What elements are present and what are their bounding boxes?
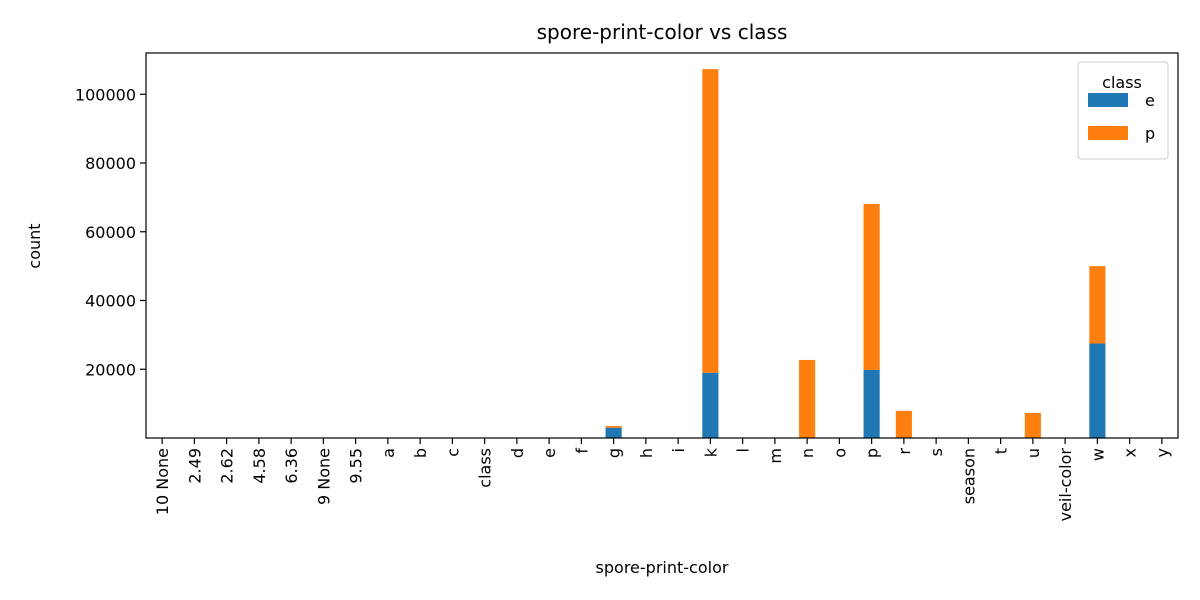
x-tick-label: 2.62 bbox=[218, 448, 237, 484]
bar-e-17 bbox=[702, 372, 719, 438]
x-tick-label: n bbox=[798, 448, 817, 458]
x-tick-label: 9 None bbox=[314, 448, 333, 505]
x-tick-label: 4.58 bbox=[250, 448, 269, 484]
x-tick-label: e bbox=[540, 448, 559, 458]
bars bbox=[605, 69, 1106, 438]
legend-label-e: e bbox=[1145, 91, 1155, 110]
x-tick-label: l bbox=[734, 448, 753, 452]
bar-p-23 bbox=[895, 410, 912, 438]
legend-title: class bbox=[1102, 73, 1142, 92]
x-tick-label: a bbox=[379, 448, 398, 458]
x-tick-label: h bbox=[637, 448, 656, 458]
legend: class ep bbox=[1077, 61, 1169, 160]
bar-e-22 bbox=[863, 369, 880, 438]
x-tick-label: 9.55 bbox=[347, 448, 366, 484]
x-tick-label: s bbox=[927, 448, 946, 456]
y-tick-label: 40000 bbox=[85, 292, 136, 311]
x-tick-label: 10 None bbox=[153, 448, 172, 515]
legend-label-p: p bbox=[1145, 124, 1155, 143]
x-tick-label: x bbox=[1121, 448, 1140, 457]
bar-e-14 bbox=[605, 427, 622, 438]
x-tick-label: i bbox=[669, 448, 688, 452]
bar-p-29 bbox=[1089, 266, 1106, 344]
bar-e-29 bbox=[1089, 343, 1106, 438]
y-axis: 20000 40000 60000 80000 100000 bbox=[75, 85, 146, 379]
plot-frame bbox=[145, 52, 1179, 439]
bar-p-17 bbox=[702, 69, 719, 373]
x-tick-label: season bbox=[959, 448, 978, 504]
y-tick-label: 60000 bbox=[85, 223, 136, 242]
x-tick-label: o bbox=[830, 448, 849, 458]
x-tick-label: 6.36 bbox=[282, 448, 301, 484]
y-tick-label: 100000 bbox=[75, 85, 136, 104]
x-tick-label: b bbox=[411, 448, 430, 458]
x-tick-label: y bbox=[1153, 448, 1172, 457]
legend-items: ep bbox=[1088, 91, 1155, 143]
y-axis-label: count bbox=[25, 223, 44, 268]
x-tick-label: c bbox=[443, 448, 462, 457]
x-tick-label: m bbox=[766, 448, 785, 464]
x-tick-label: u bbox=[1024, 448, 1043, 458]
bar-p-22 bbox=[863, 203, 880, 370]
y-tick-label: 20000 bbox=[85, 360, 136, 379]
chart-title: spore-print-color vs class bbox=[537, 20, 788, 44]
x-tick-label: f bbox=[572, 448, 591, 454]
bar-p-14 bbox=[605, 425, 622, 428]
x-tick-label: class bbox=[476, 448, 495, 488]
bar-p-20 bbox=[799, 359, 816, 438]
x-tick-label: veil-color bbox=[1056, 448, 1075, 522]
legend-swatch-p bbox=[1088, 126, 1128, 140]
x-tick-label: d bbox=[508, 448, 527, 458]
x-tick-label: w bbox=[1088, 448, 1107, 461]
x-tick-label: g bbox=[605, 448, 624, 458]
x-tick-label: k bbox=[701, 447, 720, 457]
x-tick-label: p bbox=[863, 448, 882, 458]
x-tick-label: 2.49 bbox=[185, 448, 204, 484]
x-tick-label: r bbox=[895, 448, 914, 455]
y-tick-label: 80000 bbox=[85, 154, 136, 173]
x-axis: 10 None 2.49 2.62 4.58 6.36 9 None 9.55 a b c clas… bbox=[153, 438, 1172, 521]
legend-swatch-e bbox=[1088, 93, 1128, 107]
bar-p-27 bbox=[1024, 412, 1041, 438]
x-axis-label: spore-print-color bbox=[596, 558, 729, 577]
x-tick-label: t bbox=[992, 448, 1011, 454]
